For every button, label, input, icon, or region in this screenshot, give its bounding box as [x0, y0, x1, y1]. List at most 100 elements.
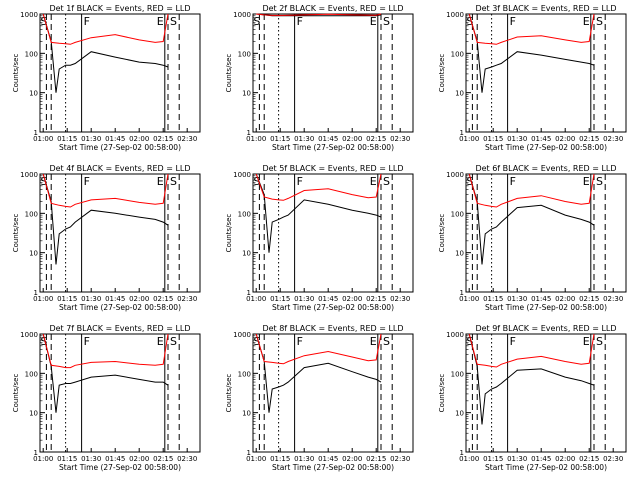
y-tick-label: 1000: [20, 171, 38, 179]
series-line-events: [42, 173, 169, 265]
panel-det-4: Det 4f BLACK = Events, RED = LLD 1 10 100 10…: [12, 164, 201, 312]
series-line-lld: [255, 173, 382, 201]
series-line-lld: [42, 13, 169, 45]
y-axis-label: Counts/sec: [225, 374, 233, 413]
x-tick-label: 01:30: [294, 295, 314, 303]
x-tick-label: 01:15: [270, 455, 290, 463]
y-tick-label: 10: [242, 250, 251, 258]
panel-title: Det 4f BLACK = Events, RED = LLD: [49, 164, 190, 173]
y-tick-label: 1: [247, 449, 251, 457]
flag-label: E: [370, 15, 377, 28]
x-axis-label: Start Time (27-Sep-02 00:58:00): [59, 303, 181, 312]
x-tick-label: 01:00: [246, 135, 266, 143]
flag-label: E: [157, 335, 164, 348]
y-tick-label: 1: [34, 449, 38, 457]
x-axis-label: Start Time (27-Sep-02 00:58:00): [272, 143, 394, 152]
flag-label: S: [170, 175, 177, 188]
y-axis-label: Counts/sec: [225, 214, 233, 253]
series-line-lld: [468, 333, 595, 368]
y-tick-label: 100: [25, 210, 38, 218]
x-axis-label: Start Time (27-Sep-02 00:58:00): [485, 143, 607, 152]
x-tick-label: 02:00: [342, 135, 362, 143]
x-tick-label: 02:15: [579, 295, 599, 303]
panel-title: Det 8f BLACK = Events, RED = LLD: [262, 324, 403, 333]
flag-label: E: [157, 175, 164, 188]
y-tick-label: 1: [460, 289, 464, 297]
x-tick-label: 02:00: [129, 455, 149, 463]
flag-label: F: [297, 175, 303, 188]
x-tick-label: 02:30: [177, 135, 197, 143]
flag-label: S: [383, 15, 390, 28]
x-tick-label: 01:30: [81, 455, 101, 463]
x-tick-label: 02:30: [390, 295, 410, 303]
series-line-lld: [256, 13, 382, 16]
y-tick-label: 10: [29, 410, 38, 418]
y-tick-label: 100: [451, 50, 464, 58]
x-axis-label: Start Time (27-Sep-02 00:58:00): [485, 303, 607, 312]
x-tick-label: 01:30: [294, 135, 314, 143]
plot-frame: [39, 13, 201, 133]
x-tick-label: 01:45: [531, 135, 551, 143]
y-tick-label: 100: [238, 50, 251, 58]
y-tick-label: 100: [451, 210, 464, 218]
series-line-lld: [42, 173, 169, 208]
x-tick-label: 01:45: [531, 295, 551, 303]
y-tick-label: 10: [455, 250, 464, 258]
flag-label: E: [370, 335, 377, 348]
x-tick-label: 01:45: [531, 455, 551, 463]
series-line-events: [255, 173, 382, 253]
y-axis-label: Counts/sec: [438, 54, 446, 93]
x-tick-label: 02:15: [153, 295, 173, 303]
panel-det-9: Det 9f BLACK = Events, RED = LLD 1 10 100 10…: [438, 324, 627, 472]
x-axis-label: Start Time (27-Sep-02 00:58:00): [272, 463, 394, 472]
y-tick-label: 10: [242, 410, 251, 418]
y-tick-label: 100: [25, 370, 38, 378]
y-tick-label: 1: [460, 449, 464, 457]
flag-label: E: [583, 15, 590, 28]
x-tick-label: 01:00: [246, 455, 266, 463]
flag-label: F: [297, 335, 303, 348]
x-tick-label: 02:30: [603, 135, 623, 143]
x-tick-label: 01:45: [105, 135, 125, 143]
panel-title: Det 5f BLACK = Events, RED = LLD: [262, 164, 403, 173]
y-tick-label: 1000: [233, 331, 251, 339]
panel-det-1: Det 1f BLACK = Events, RED = LLD 1 10 100 10…: [12, 4, 201, 152]
y-axis-label: Counts/sec: [12, 54, 20, 93]
x-axis-label: Start Time (27-Sep-02 00:58:00): [272, 303, 394, 312]
x-tick-label: 02:30: [603, 295, 623, 303]
x-tick-label: 01:15: [483, 135, 503, 143]
x-tick-label: 01:45: [318, 455, 338, 463]
y-tick-label: 1000: [446, 331, 464, 339]
x-tick-label: 01:00: [459, 455, 479, 463]
flag-label: F: [84, 15, 90, 28]
y-axis-label: Counts/sec: [12, 214, 20, 253]
flag-label: F: [297, 15, 303, 28]
series-line-events: [42, 13, 169, 93]
x-tick-label: 02:00: [555, 135, 575, 143]
flag-label: E: [583, 335, 590, 348]
series-line-events: [468, 13, 595, 93]
panel-det-3: Det 3f BLACK = Events, RED = LLD 1 10 100 10…: [438, 4, 627, 152]
x-axis-label: Start Time (27-Sep-02 00:58:00): [59, 463, 181, 472]
x-axis-label: Start Time (27-Sep-02 00:58:00): [59, 143, 181, 152]
x-tick-label: 01:30: [81, 295, 101, 303]
flag-label: S: [466, 335, 473, 348]
flag-label: S: [40, 15, 47, 28]
x-tick-label: 01:00: [33, 455, 53, 463]
x-tick-label: 01:00: [459, 135, 479, 143]
plot-frame: [465, 13, 627, 133]
x-tick-label: 02:15: [579, 455, 599, 463]
y-tick-label: 100: [25, 50, 38, 58]
y-tick-label: 1000: [233, 171, 251, 179]
panel-title: Det 9f BLACK = Events, RED = LLD: [475, 324, 616, 333]
y-tick-label: 10: [29, 90, 38, 98]
x-tick-label: 01:30: [507, 295, 527, 303]
panel-det-8: Det 8f BLACK = Events, RED = LLD 1 10 100 10…: [225, 324, 414, 472]
y-tick-label: 1: [460, 129, 464, 137]
x-tick-label: 02:00: [129, 295, 149, 303]
panel-title: Det 6f BLACK = Events, RED = LLD: [475, 164, 616, 173]
y-tick-label: 10: [455, 90, 464, 98]
plot-frame: [252, 13, 414, 133]
flag-label: E: [157, 15, 164, 28]
